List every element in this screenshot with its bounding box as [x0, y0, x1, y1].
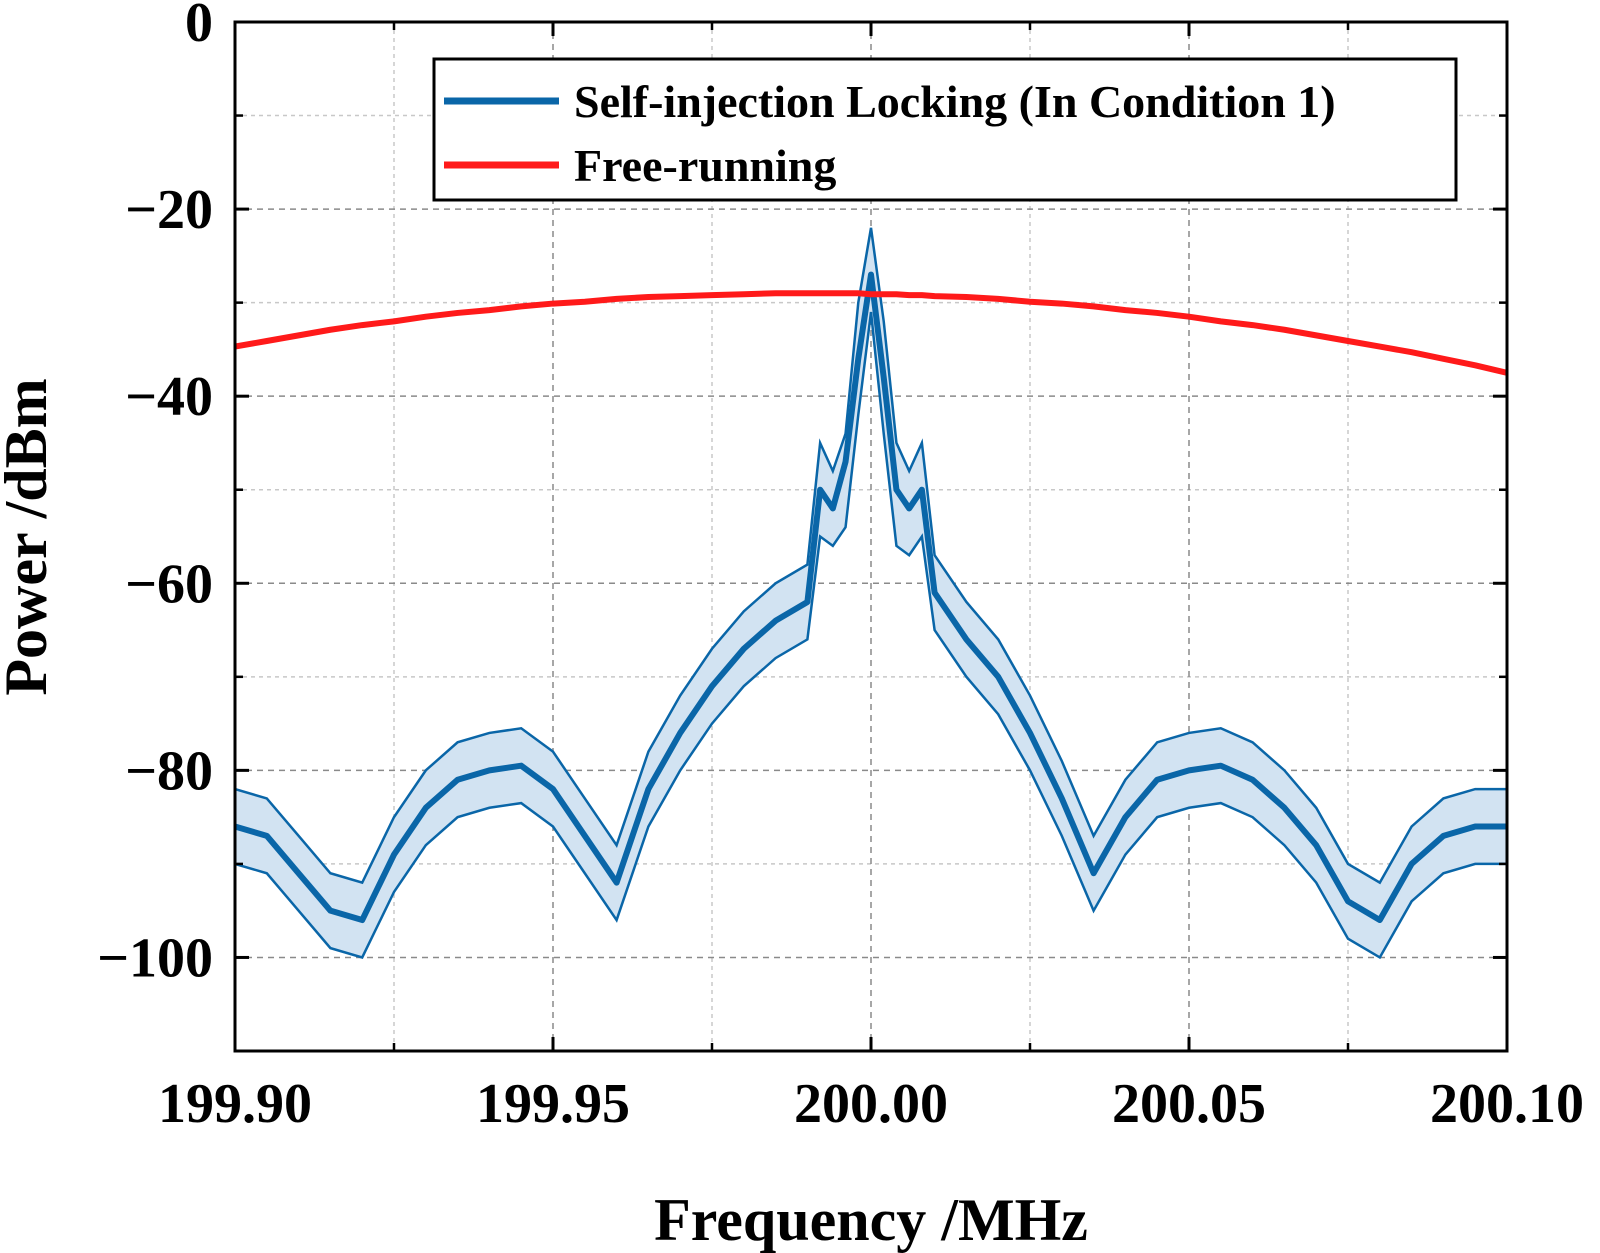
legend-label: Free-running [574, 140, 836, 191]
y-tick-label: −40 [125, 366, 213, 428]
band-area [235, 227, 1507, 958]
x-axis-title: Frequency /MHz [654, 1187, 1088, 1253]
x-tick-label: 200.00 [794, 1073, 948, 1135]
legend-label: Self-injection Locking (In Condition 1) [574, 76, 1336, 127]
series-line [235, 271, 1507, 924]
x-tick-label: 200.05 [1112, 1073, 1266, 1135]
y-tick-label: −80 [125, 740, 213, 802]
x-tick-label: 199.95 [476, 1073, 630, 1135]
y-tick-label: −60 [125, 553, 213, 615]
y-tick-label: −20 [125, 179, 213, 241]
x-tick-label: 199.90 [158, 1073, 312, 1135]
legend-box [432, 57, 1458, 202]
x-tick-label: 200.10 [1430, 1073, 1584, 1135]
band-upper [235, 227, 1507, 885]
series-line [235, 290, 1507, 376]
band-lower [235, 311, 1507, 960]
plot-area [235, 227, 1507, 960]
y-tick-label: 0 [185, 0, 213, 54]
y-tick-label: −100 [97, 927, 213, 989]
y-axis-title: Power /dBm [0, 378, 59, 695]
